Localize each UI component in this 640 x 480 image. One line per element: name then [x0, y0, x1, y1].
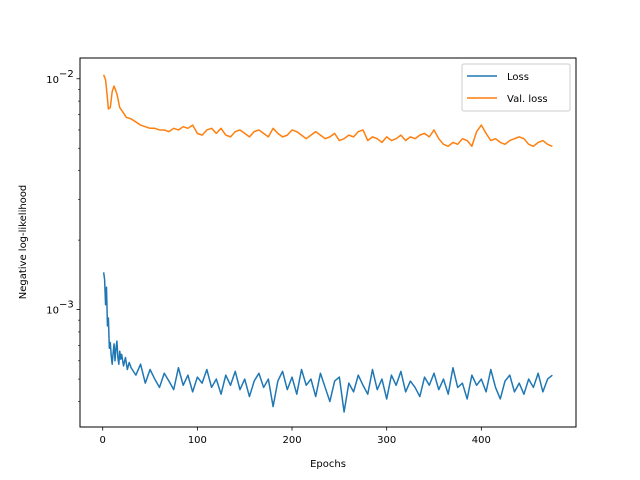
x-tick-label: 100	[188, 435, 207, 446]
axes-frame	[79, 57, 577, 428]
series-line-loss	[102, 272, 553, 413]
x-tick-label: 0	[100, 435, 106, 446]
plot-lines	[102, 74, 553, 413]
y-tick-label: 10	[46, 306, 59, 317]
legend: Loss Val. loss	[461, 63, 571, 112]
x-tick-label: 400	[472, 435, 491, 446]
legend-label: Loss	[507, 72, 529, 83]
y-tick-exponent: −2	[59, 69, 74, 80]
legend-label: Val. loss	[507, 94, 548, 105]
series-line-val-loss	[102, 74, 553, 148]
y-tick-exponent: −3	[59, 300, 74, 311]
x-axis-label: Epochs	[310, 459, 346, 470]
y-tick-label: 10	[46, 75, 59, 86]
x-ticks: 0 100 200 300 400	[100, 427, 491, 446]
x-tick-label: 200	[282, 435, 301, 446]
y-axis-label: Negative log-likelihood	[18, 185, 29, 300]
x-tick-label: 300	[377, 435, 396, 446]
y-ticks: 10−310−2	[46, 69, 80, 402]
